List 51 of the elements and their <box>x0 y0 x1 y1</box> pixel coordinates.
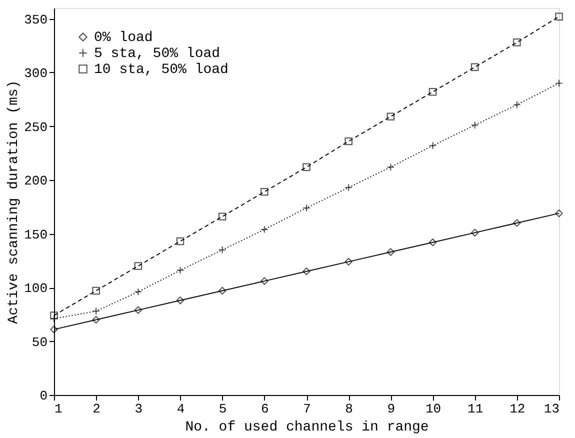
x-tick-label: 4 <box>176 402 185 416</box>
point <box>470 63 479 71</box>
point <box>555 209 563 218</box>
y-tick-label: 300 <box>24 66 48 81</box>
y-tick-label: 200 <box>24 174 48 188</box>
point <box>176 237 184 246</box>
x-tick-label: 5 <box>218 402 227 416</box>
point <box>92 316 100 324</box>
point <box>428 238 437 246</box>
x-tick-label: 2 <box>92 402 100 416</box>
x-tick-label: 9 <box>387 402 396 416</box>
point <box>513 219 521 227</box>
legend-label: 0% load <box>94 30 153 46</box>
point <box>260 188 268 196</box>
point <box>344 137 352 146</box>
x-tick-label: 3 <box>134 402 143 416</box>
point <box>344 258 352 266</box>
x-tick-label: 6 <box>261 402 269 416</box>
x-tick-label: 13 <box>544 402 560 416</box>
legend-label: 5 sta, 50% load <box>94 46 220 62</box>
point <box>302 163 310 171</box>
point <box>50 312 58 320</box>
x-tick-label: 7 <box>303 402 311 416</box>
point <box>302 268 310 276</box>
point <box>218 286 226 295</box>
x-axis-title: No. of used channels in range <box>185 420 429 436</box>
x-tick-label: 10 <box>425 402 442 416</box>
point <box>92 286 100 295</box>
point <box>428 88 437 96</box>
x-tick-label: 1 <box>54 402 62 416</box>
y-tick-label: 150 <box>24 227 48 242</box>
point <box>260 277 268 285</box>
y-tick-label: 350 <box>24 12 48 28</box>
x-tick-label: 8 <box>345 402 353 416</box>
point <box>134 262 142 270</box>
x-tick-label: 11 <box>468 402 484 416</box>
y-tick-label: 250 <box>24 120 48 135</box>
point <box>386 248 395 256</box>
point <box>470 228 479 237</box>
legend-label: 10 sta, 50% load <box>94 62 228 78</box>
point <box>513 38 521 46</box>
y-tick-label: 50 <box>32 334 48 350</box>
y-tick-label: 0 <box>40 388 48 404</box>
y-axis-title: Active scanning duration (ms) <box>6 80 22 324</box>
point <box>555 12 563 20</box>
point <box>176 296 184 304</box>
point <box>218 212 226 220</box>
y-tick-label: 100 <box>24 281 48 296</box>
x-tick-label: 12 <box>510 402 526 416</box>
point <box>386 112 395 120</box>
point <box>134 306 142 314</box>
